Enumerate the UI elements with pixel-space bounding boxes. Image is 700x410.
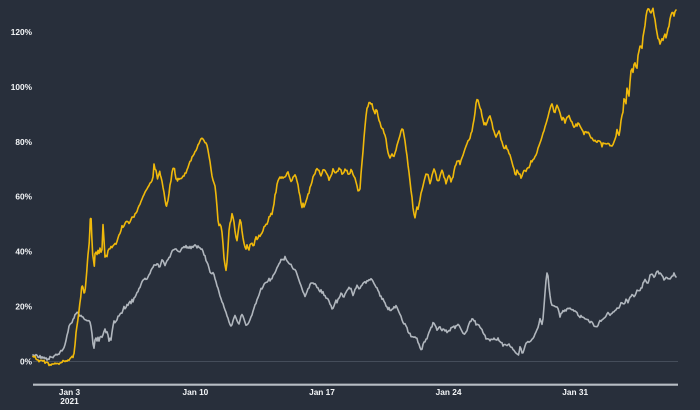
svg-text:Jan 3: Jan 3 <box>59 387 81 397</box>
svg-text:Jan 24: Jan 24 <box>436 387 462 397</box>
svg-text:Jan 31: Jan 31 <box>562 387 588 397</box>
svg-text:60%: 60% <box>15 192 32 202</box>
svg-text:Jan 17: Jan 17 <box>309 387 335 397</box>
svg-text:100%: 100% <box>11 82 33 92</box>
svg-text:Jan 10: Jan 10 <box>182 387 208 397</box>
svg-text:40%: 40% <box>15 247 32 257</box>
svg-text:2021: 2021 <box>60 396 79 406</box>
svg-text:0%: 0% <box>20 356 33 366</box>
svg-text:80%: 80% <box>15 137 32 147</box>
svg-text:20%: 20% <box>15 302 32 312</box>
svg-text:120%: 120% <box>11 27 33 37</box>
